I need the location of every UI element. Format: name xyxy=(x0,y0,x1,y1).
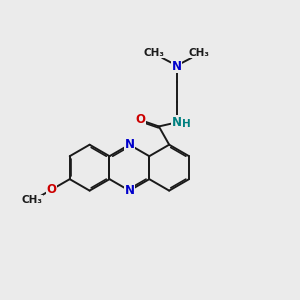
Text: N: N xyxy=(124,184,134,197)
Text: H: H xyxy=(182,119,190,129)
Text: N: N xyxy=(172,116,182,129)
Text: CH₃: CH₃ xyxy=(144,47,165,58)
Text: N: N xyxy=(172,60,182,73)
Text: O: O xyxy=(135,113,145,126)
Text: CH₃: CH₃ xyxy=(21,195,42,205)
Text: CH₃: CH₃ xyxy=(189,47,210,58)
Text: O: O xyxy=(46,183,56,196)
Text: N: N xyxy=(124,138,134,151)
